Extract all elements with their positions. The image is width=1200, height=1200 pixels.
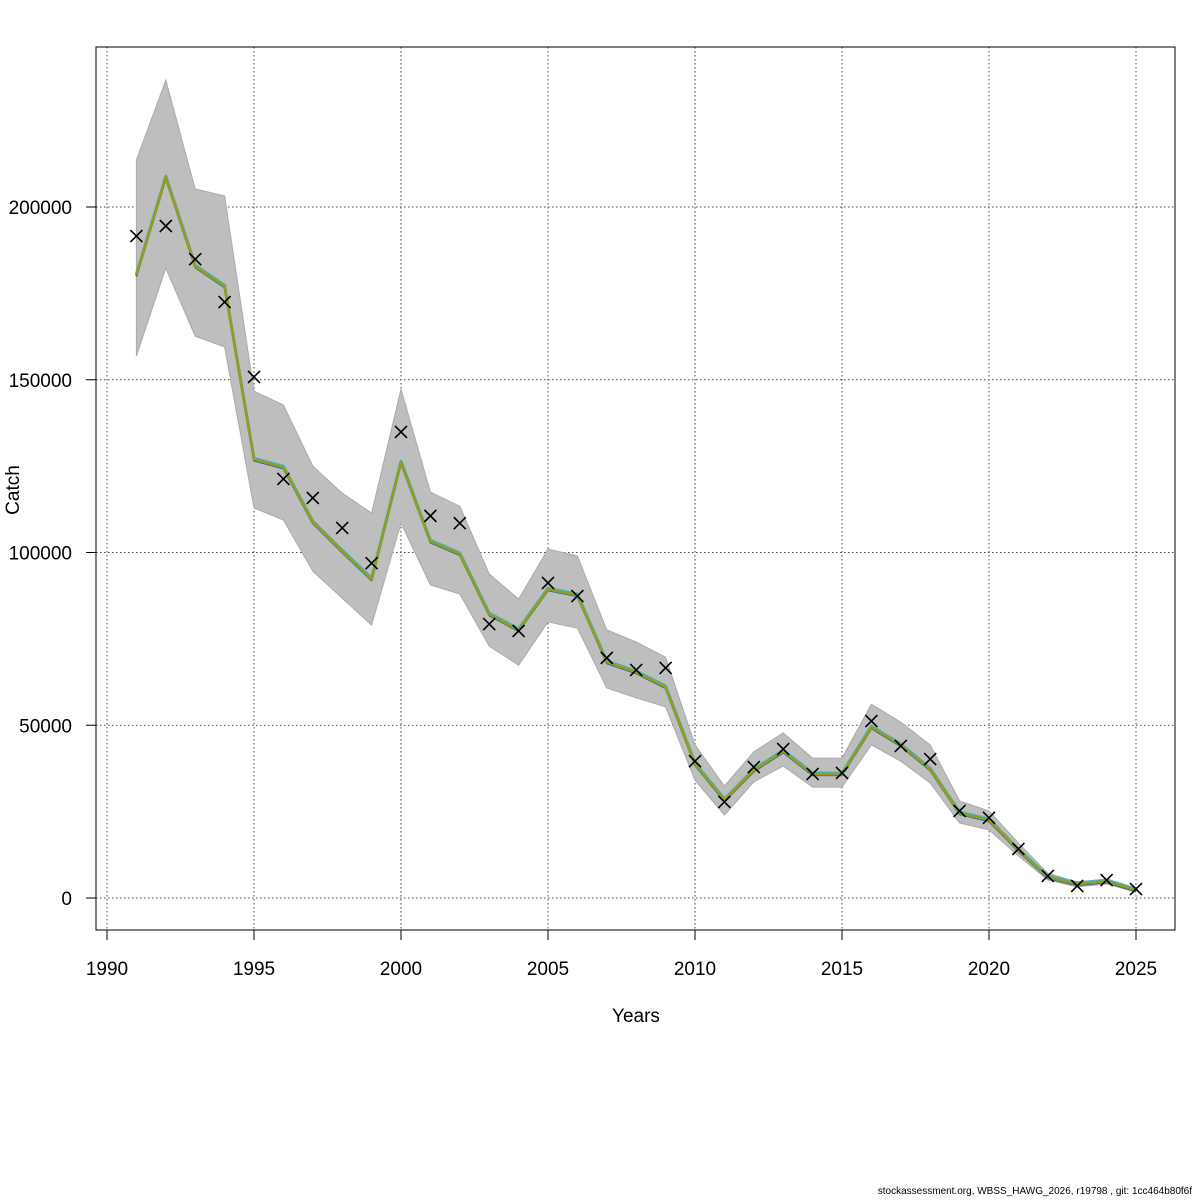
observed-point [717,795,731,809]
footer-credit: stockassessment.org, WBSS_HAWG_2026, r19… [877,1186,1192,1197]
observed-point [541,576,555,590]
observed-point [365,556,379,570]
x-tick-label: 2010 [674,959,716,980]
confidence-band-area [135,78,1137,893]
x-tick-label: 1995 [233,959,275,980]
y-axis: 0 50000 100000 150000 200000 [9,198,96,910]
observed-point [159,219,173,233]
observed-point [688,754,702,768]
fitted-line [135,177,1137,893]
observed-point [776,742,790,756]
observed-point [835,766,849,780]
fitted-line [135,175,1137,892]
y-tick-label: 150000 [9,371,72,392]
observed-point [335,521,349,535]
observed-point [188,252,202,266]
observed-point [982,811,996,825]
observed-point [218,295,232,309]
observed-point [247,370,261,384]
observed-point [276,472,290,486]
y-axis-label: Catch [3,465,24,515]
x-tick-label: 2005 [527,959,569,980]
observed-points [129,219,1143,896]
observed-point [1041,869,1055,883]
observed-point [394,425,408,439]
observed-point [1129,882,1143,896]
y-tick-label: 50000 [19,716,72,737]
observed-point [1011,842,1025,856]
x-axis: 1990 1995 2000 2005 2010 2015 2020 2025 [86,929,1157,980]
observed-point [423,509,437,523]
observed-point [864,714,878,728]
observed-point [659,661,673,675]
fitted-line [135,176,1137,892]
observed-point [512,624,526,638]
observed-point [1100,873,1114,887]
x-tick-label: 2000 [380,959,422,980]
observed-point [747,760,761,774]
fitted-line [134,174,1137,891]
y-tick-label: 200000 [9,198,72,219]
fitted-line [135,175,1137,892]
observed-point [306,491,320,505]
observed-point [570,589,584,603]
y-tick-label: 100000 [9,544,72,565]
confidence-band [135,78,1137,893]
observed-point [806,767,820,781]
x-tick-label: 2025 [1115,959,1157,980]
x-tick-label: 2020 [968,959,1010,980]
x-tick-label: 1990 [86,959,128,980]
observed-point [923,752,937,766]
observed-point [600,651,614,665]
x-tick-label: 2015 [821,959,863,980]
y-tick-label: 0 [61,889,72,910]
fitted-lines [134,174,1137,893]
observed-point [894,739,908,753]
x-axis-label: Years [612,1006,660,1027]
observed-point [953,804,967,818]
observed-point [1070,879,1084,893]
observed-point [129,229,143,243]
observed-point [629,663,643,677]
observed-point [453,516,467,530]
observed-point [482,617,496,631]
